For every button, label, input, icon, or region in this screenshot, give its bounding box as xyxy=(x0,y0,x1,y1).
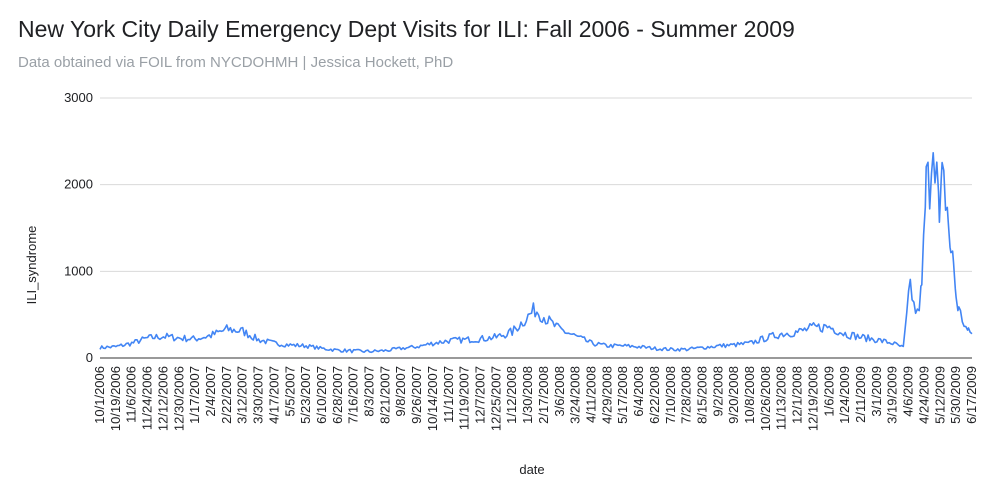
x-tick-label: 10/19/2006 xyxy=(108,366,123,431)
x-tick-label: 3/19/2009 xyxy=(885,366,900,424)
x-tick-label: 1/30/2008 xyxy=(520,366,535,424)
x-tick-label: 8/21/2007 xyxy=(377,366,392,424)
x-tick-label: 2/22/2007 xyxy=(219,366,234,424)
x-tick-label: 6/4/2008 xyxy=(631,366,646,417)
x-tick-label: 10/1/2006 xyxy=(92,366,107,424)
x-tick-label: 12/30/2006 xyxy=(171,366,186,431)
x-tick-label: 1/6/2009 xyxy=(821,366,836,417)
x-tick-label: 12/7/2007 xyxy=(473,366,488,424)
x-tick-label: 1/24/2009 xyxy=(837,366,852,424)
x-tick-label: 5/30/2009 xyxy=(948,366,963,424)
x-tick-label: 1/12/2008 xyxy=(504,366,519,424)
x-tick-label: 11/6/2006 xyxy=(124,366,139,423)
x-tick-label: 5/12/2009 xyxy=(932,366,947,424)
x-tick-label: 11/19/2007 xyxy=(457,366,472,430)
series-line-ili-syndrome xyxy=(99,152,973,354)
y-tick-label: 3000 xyxy=(64,90,93,105)
x-tick-label: 7/16/2007 xyxy=(346,366,361,424)
x-tick-label: 3/1/2009 xyxy=(869,366,884,417)
x-axis-label: date xyxy=(519,462,544,477)
y-axis-label: ILI_syndrome xyxy=(24,226,39,305)
x-tick-label: 7/10/2008 xyxy=(663,366,678,424)
x-tick-label: 5/5/2007 xyxy=(282,366,297,417)
y-tick-label: 0 xyxy=(86,350,93,365)
x-tick-label: 12/1/2008 xyxy=(790,366,805,424)
x-tick-label: 6/22/2008 xyxy=(647,366,662,424)
x-tick-label: 9/26/2007 xyxy=(409,366,424,424)
x-tick-label: 4/17/2007 xyxy=(266,366,281,424)
y-tick-label: 1000 xyxy=(64,263,93,278)
x-tick-label: 11/24/2006 xyxy=(140,366,155,430)
x-tick-label: 3/30/2007 xyxy=(251,366,266,424)
y-axis-ticks: 0 1000 2000 3000 xyxy=(64,90,93,365)
x-tick-label: 9/2/2008 xyxy=(710,366,725,417)
x-tick-label: 10/8/2008 xyxy=(742,366,757,424)
x-tick-label: 9/20/2008 xyxy=(726,366,741,424)
x-tick-label: 9/8/2007 xyxy=(393,366,408,417)
x-tick-label: 3/6/2008 xyxy=(552,366,567,417)
x-tick-label: 7/28/2008 xyxy=(679,366,694,424)
chart-subtitle: Data obtained via FOIL from NYCDOHMH | J… xyxy=(18,54,454,71)
x-axis-ticks: 10/1/2006 10/19/2006 11/6/2006 11/24/2006 12… xyxy=(92,366,979,431)
x-tick-label: 3/24/2008 xyxy=(568,366,583,424)
x-tick-label: 3/12/2007 xyxy=(235,366,250,424)
y-tick-label: 2000 xyxy=(64,177,93,192)
x-tick-label: 6/28/2007 xyxy=(330,366,345,424)
gridlines xyxy=(100,97,972,359)
x-tick-label: 12/25/2007 xyxy=(488,366,503,431)
x-tick-label: 6/17/2009 xyxy=(964,366,979,424)
chart-title: New York City Daily Emergency Dept Visit… xyxy=(18,16,795,42)
x-tick-label: 10/26/2008 xyxy=(758,366,773,431)
x-tick-label: 11/13/2008 xyxy=(774,366,789,430)
x-tick-label: 2/4/2007 xyxy=(203,366,218,417)
x-tick-label: 1/17/2007 xyxy=(187,366,202,424)
x-tick-label: 11/1/2007 xyxy=(441,366,456,423)
x-tick-label: 12/12/2006 xyxy=(155,366,170,431)
x-tick-label: 8/3/2007 xyxy=(362,366,377,417)
x-tick-label: 4/6/2009 xyxy=(901,366,916,417)
x-tick-label: 8/15/2008 xyxy=(694,366,709,424)
x-tick-label: 4/24/2009 xyxy=(916,366,931,424)
x-tick-label: 10/14/2007 xyxy=(425,366,440,431)
x-tick-label: 12/19/2008 xyxy=(805,366,820,431)
x-tick-label: 5/23/2007 xyxy=(298,366,313,424)
x-tick-label: 4/11/2008 xyxy=(583,366,598,423)
series-group xyxy=(99,152,973,354)
x-tick-label: 6/10/2007 xyxy=(314,366,329,424)
x-tick-label: 2/11/2009 xyxy=(853,366,868,423)
x-tick-label: 2/17/2008 xyxy=(536,366,551,424)
x-tick-label: 5/17/2008 xyxy=(615,366,630,424)
x-tick-label: 4/29/2008 xyxy=(599,366,614,424)
